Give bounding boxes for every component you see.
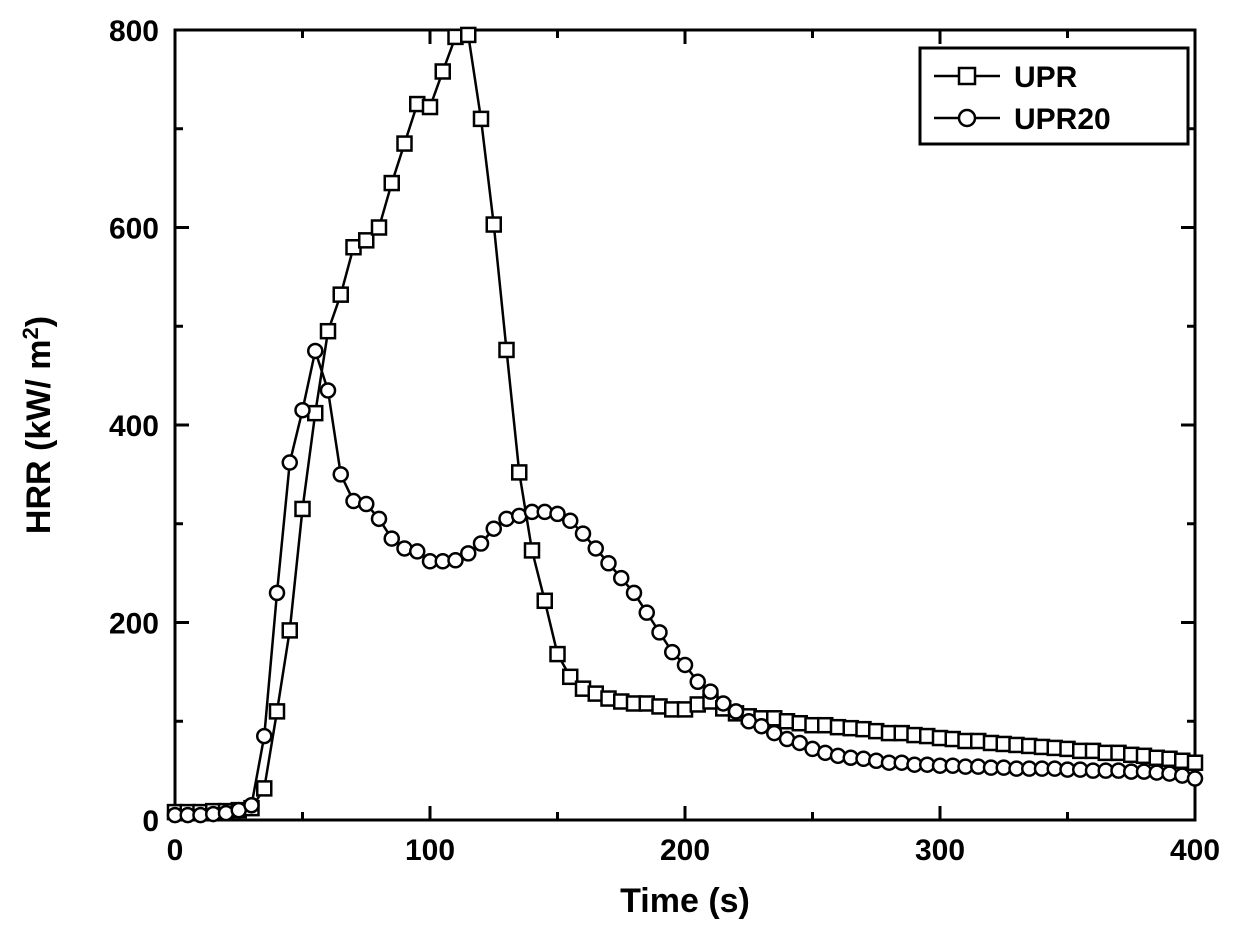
marker-circle — [678, 658, 692, 672]
legend-label: UPR20 — [1014, 103, 1111, 136]
legend-marker-circle — [959, 110, 975, 126]
y-axis-label: HRR (kW/ m2) — [18, 316, 59, 534]
hrr-chart: 0 100 200 300 400 0 200 400 600 800 Time (s) HRR (k… — [0, 0, 1240, 939]
marker-circle — [487, 522, 501, 536]
y-tick-label: 800 — [109, 15, 159, 48]
marker-square — [270, 704, 284, 718]
marker-circle — [308, 344, 322, 358]
marker-circle — [704, 685, 718, 699]
marker-square — [334, 288, 348, 302]
marker-square — [487, 218, 501, 232]
x-tick-label: 400 — [1170, 834, 1220, 867]
marker-circle — [372, 512, 386, 526]
marker-circle — [270, 586, 284, 600]
marker-circle — [589, 541, 603, 555]
x-axis-label: Time (s) — [620, 882, 750, 920]
marker-square — [257, 781, 271, 795]
marker-square — [474, 112, 488, 126]
marker-square — [385, 176, 399, 190]
marker-square — [321, 324, 335, 338]
y-tick-label: 600 — [109, 213, 159, 246]
y-tick-label: 200 — [109, 608, 159, 641]
x-tick-label: 100 — [405, 834, 455, 867]
marker-square — [500, 343, 514, 357]
marker-circle — [576, 527, 590, 541]
marker-circle — [653, 625, 667, 639]
marker-square — [551, 647, 565, 661]
marker-circle — [245, 798, 259, 812]
marker-circle — [602, 556, 616, 570]
y-tick-label: 400 — [109, 410, 159, 443]
chart-svg: 0 100 200 300 400 0 200 400 600 800 Time (s) HRR (k… — [0, 0, 1240, 939]
marker-circle — [1188, 772, 1202, 786]
marker-square — [296, 502, 310, 516]
marker-circle — [640, 606, 654, 620]
marker-circle — [461, 546, 475, 560]
marker-circle — [691, 675, 705, 689]
marker-circle — [296, 403, 310, 417]
x-tick-label: 0 — [167, 834, 184, 867]
marker-square — [1188, 756, 1202, 770]
marker-square — [461, 28, 475, 42]
marker-square — [283, 623, 297, 637]
marker-square — [538, 594, 552, 608]
marker-square — [398, 137, 412, 151]
marker-square — [423, 100, 437, 114]
marker-circle — [474, 537, 488, 551]
x-tick-label: 300 — [915, 834, 965, 867]
legend-label: UPR — [1014, 61, 1078, 94]
marker-circle — [627, 586, 641, 600]
marker-square — [512, 465, 526, 479]
marker-circle — [563, 514, 577, 528]
marker-square — [436, 64, 450, 78]
x-tick-label: 200 — [660, 834, 710, 867]
series-line-UPR — [175, 35, 1195, 812]
marker-circle — [614, 571, 628, 585]
marker-circle — [716, 696, 730, 710]
marker-circle — [321, 383, 335, 397]
marker-circle — [283, 456, 297, 470]
legend-marker-square — [959, 68, 975, 84]
marker-circle — [385, 532, 399, 546]
marker-circle — [665, 645, 679, 659]
marker-square — [525, 543, 539, 557]
marker-circle — [410, 544, 424, 558]
y-tick-label: 0 — [142, 805, 159, 838]
marker-square — [372, 221, 386, 235]
marker-circle — [359, 497, 373, 511]
marker-circle — [257, 729, 271, 743]
marker-circle — [729, 704, 743, 718]
marker-circle — [334, 467, 348, 481]
